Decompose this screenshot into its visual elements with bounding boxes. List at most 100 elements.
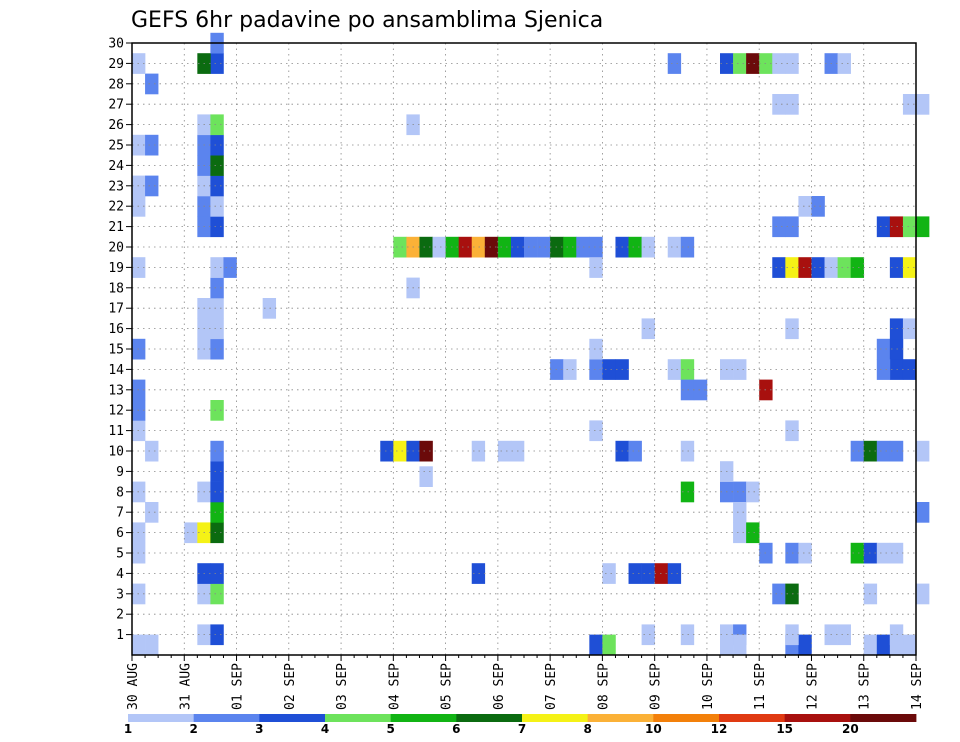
heatmap-cell xyxy=(916,94,930,115)
y-tick-label: 24 xyxy=(108,159,124,174)
heatmap-cell xyxy=(393,236,407,258)
heatmap-cell xyxy=(902,359,917,380)
heatmap-cell xyxy=(210,298,224,319)
heatmap-cell xyxy=(458,236,473,258)
colorbar-label: 15 xyxy=(776,722,793,736)
y-tick-label: 21 xyxy=(108,220,124,235)
heatmap-cell xyxy=(746,481,760,503)
heatmap-cell xyxy=(210,502,224,523)
heatmap-cell xyxy=(589,236,603,258)
heatmap-cell xyxy=(902,94,917,115)
heatmap-cell xyxy=(837,53,851,74)
heatmap-cell xyxy=(733,359,747,380)
colorbar-swatch xyxy=(390,714,457,722)
heatmap-cell xyxy=(798,542,812,564)
heatmap-cell xyxy=(680,379,695,401)
heatmap-cell xyxy=(210,196,224,217)
x-tick-label: 05 SEP xyxy=(440,663,455,710)
colorbar-swatch xyxy=(522,714,589,722)
x-tick-label: 30 AUG xyxy=(126,663,141,710)
x-tick-label: 14 SEP xyxy=(910,663,925,710)
y-tick-label: 26 xyxy=(108,118,124,133)
heatmap-cell xyxy=(602,634,616,656)
heatmap-cell xyxy=(680,624,695,646)
heatmap-cell xyxy=(850,440,865,462)
heatmap-cell xyxy=(876,359,891,380)
colorbar-swatch xyxy=(653,714,720,722)
y-tick-label: 11 xyxy=(108,424,124,439)
heatmap-cell xyxy=(876,542,891,564)
gridlines xyxy=(132,43,916,655)
heatmap-cell xyxy=(210,277,224,299)
heatmap-cell xyxy=(210,481,224,503)
y-tick-label: 12 xyxy=(108,404,124,419)
heatmap-cell xyxy=(641,624,655,646)
y-tick-label: 20 xyxy=(108,241,124,256)
x-tick-label: 09 SEP xyxy=(649,663,664,710)
colorbar: 1 2 3 4 5 6 7 8 10 12 15 20 xyxy=(124,714,917,736)
heatmap-cell xyxy=(145,73,159,95)
heatmap-cell xyxy=(524,236,538,258)
heatmap-cell xyxy=(184,522,198,544)
heatmap-cell xyxy=(210,400,224,421)
x-axis: 30 AUG 31 AUG 01 SEP 02 SEP 03 SEP 04 SEP 05 S… xyxy=(126,655,925,710)
heatmap-cell xyxy=(497,236,512,258)
y-tick-label: 6 xyxy=(116,526,124,541)
heatmap-cell xyxy=(210,440,224,462)
colorbar-label: 6 xyxy=(452,722,460,736)
heatmap-cell xyxy=(210,583,224,605)
y-tick-label: 10 xyxy=(108,445,124,460)
heatmap-cell xyxy=(837,257,851,278)
heatmap-cell xyxy=(419,440,433,462)
heatmap-cell xyxy=(916,440,930,462)
heatmap-cell xyxy=(210,257,224,278)
heatmap-cell xyxy=(837,624,851,646)
heatmap-cell xyxy=(733,53,747,74)
heatmap-cell xyxy=(210,563,224,584)
heatmap-cell xyxy=(850,542,865,564)
heatmap-cell xyxy=(916,583,930,605)
heatmap-cell xyxy=(641,318,655,340)
x-tick-label: 06 SEP xyxy=(492,663,507,710)
heatmap-cell xyxy=(772,94,786,115)
colorbar-label: 8 xyxy=(583,722,591,736)
heatmap-cell xyxy=(537,236,551,258)
heatmap-cell xyxy=(772,583,786,605)
colorbar-label: 12 xyxy=(711,722,728,736)
heatmap-cell xyxy=(733,634,747,656)
y-tick-label: 14 xyxy=(108,363,124,378)
y-tick-label: 8 xyxy=(116,485,124,500)
heatmap-cell xyxy=(589,338,603,360)
heatmap-cell xyxy=(210,134,224,156)
y-tick-label: 23 xyxy=(108,179,124,194)
heatmap-cell xyxy=(772,53,786,74)
heatmap-cell xyxy=(419,236,433,258)
colorbar-swatch xyxy=(456,714,523,722)
heatmap-cell xyxy=(680,236,695,258)
heatmap-cell xyxy=(380,440,394,462)
colorbar-swatch xyxy=(587,714,654,722)
x-tick-label: 13 SEP xyxy=(858,663,873,710)
heatmap-cell xyxy=(876,634,891,656)
heatmap-cell xyxy=(589,420,603,442)
heatmap-cell xyxy=(798,196,812,217)
heatmap-cell xyxy=(667,563,682,584)
y-tick-label: 29 xyxy=(108,57,124,72)
y-tick-label: 2 xyxy=(116,608,124,623)
heatmap-cell xyxy=(132,634,146,656)
heatmap-cell xyxy=(693,379,708,401)
heatmap-cell xyxy=(733,481,747,503)
heatmap-cell xyxy=(798,634,812,656)
heatmap-cell xyxy=(902,318,917,340)
x-tick-label: 03 SEP xyxy=(335,663,350,710)
colorbar-swatch xyxy=(193,714,260,722)
x-tick-label: 07 SEP xyxy=(544,663,559,710)
colorbar-label: 20 xyxy=(842,722,859,736)
x-tick-label: 12 SEP xyxy=(805,663,820,710)
heatmap-cell xyxy=(667,53,682,74)
colorbar-label: 4 xyxy=(321,722,329,736)
heatmap-cell xyxy=(876,338,891,360)
colorbar-swatch xyxy=(325,714,392,722)
colorbar-label: 10 xyxy=(645,722,662,736)
